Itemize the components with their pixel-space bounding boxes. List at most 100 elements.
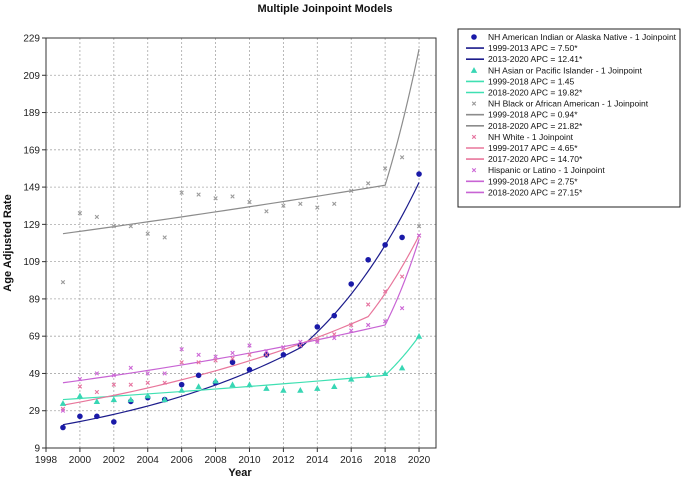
data-point-white (298, 343, 303, 348)
data-point-white (365, 302, 371, 307)
data-point-api (195, 383, 202, 390)
data-point-api (144, 392, 151, 399)
data-point-black (213, 196, 218, 201)
data-point-black (399, 155, 405, 160)
data-point-api (178, 387, 185, 393)
data-point-aian (382, 242, 388, 248)
data-point-hispanic (247, 343, 252, 348)
data-point-api (263, 385, 270, 391)
data-point-hispanic (230, 350, 235, 356)
y-tick-label: 29 (29, 406, 41, 417)
data-point-black (111, 224, 117, 229)
data-point-aian (246, 366, 253, 373)
legend-label: NH American Indian or Alaska Native - 1 … (488, 32, 677, 42)
data-point-black (332, 201, 337, 207)
data-point-black (77, 210, 83, 216)
data-point-aian (77, 413, 83, 420)
x-tick-label: 2014 (306, 455, 329, 466)
data-point-hispanic (77, 376, 83, 382)
axis-ticks: 9 29 49 69 89 109 129 149 169 189 209 229 1998 2000 20… (23, 34, 430, 467)
data-point-hispanic (349, 328, 354, 333)
data-point-api (76, 392, 84, 399)
data-point-aian (111, 419, 117, 425)
data-point-white (247, 352, 252, 358)
legend-label: 2018-2020 APC = 19.82* (488, 88, 583, 98)
data-point-api (246, 381, 253, 388)
fit-line-black (62, 49, 420, 235)
data-point-hispanic (399, 306, 405, 311)
data-point-hispanic (264, 348, 269, 354)
data-point-hispanic (111, 373, 117, 378)
data-point-aian (331, 312, 338, 319)
data-points (59, 155, 423, 431)
data-point-white (128, 382, 133, 387)
data-point-aian (416, 171, 422, 177)
data-point-white (196, 360, 201, 365)
data-point-white (264, 352, 269, 358)
legend: NH American Indian or Alaska Native - 1 … (457, 28, 681, 208)
data-point-api (398, 364, 406, 371)
data-point-aian (229, 359, 236, 366)
data-point-api (331, 383, 338, 390)
data-point-black (315, 205, 320, 210)
data-point-api (364, 372, 372, 378)
data-point-black (382, 166, 388, 171)
data-point-hispanic (416, 233, 422, 238)
data-point-white (94, 389, 100, 395)
data-point-api (127, 396, 134, 403)
legend-label: 2017-2020 APC = 14.70* (488, 154, 583, 164)
data-point-white (162, 380, 167, 385)
legend-marker (471, 134, 477, 140)
data-point-api (415, 332, 423, 339)
x-tick-label: 2008 (204, 455, 227, 466)
data-point-hispanic (332, 335, 337, 341)
legend-label: 1999-2018 APC = 2.75* (488, 176, 578, 186)
data-point-aian (195, 372, 202, 379)
legend-label: 2013-2020 APC = 12.41* (488, 54, 583, 64)
legend-label: 1999-2018 APC = 0.94* (488, 110, 578, 120)
data-point-aian (314, 324, 321, 330)
y-tick-label: 209 (23, 71, 40, 82)
data-point-api (59, 400, 67, 406)
x-tick-label: 2020 (408, 455, 431, 466)
x-tick-label: 2004 (137, 455, 160, 466)
y-axis-title: Age Adjusted Rate (2, 194, 14, 291)
data-point-api (348, 375, 355, 382)
chart-title: Multiple Joinpoint Models (257, 3, 392, 15)
data-point-white (332, 332, 337, 337)
data-point-api (297, 387, 304, 393)
legend-marker (470, 67, 478, 73)
legend-label: NH Black or African American - 1 Joinpoi… (488, 99, 649, 109)
data-point-black (128, 224, 133, 229)
data-point-aian (399, 234, 405, 241)
data-point-black (247, 199, 252, 205)
data-point-aian (365, 256, 371, 263)
y-tick-label: 69 (29, 332, 41, 343)
data-point-hispanic (162, 371, 167, 376)
fit-line-white (62, 235, 420, 406)
data-point-hispanic (196, 352, 201, 358)
data-point-black (94, 214, 100, 220)
data-point-hispanic (213, 354, 218, 359)
data-point-hispanic (315, 339, 320, 344)
data-point-white (349, 322, 354, 328)
data-point-hispanic (179, 347, 184, 352)
data-point-hispanic (145, 371, 150, 376)
data-point-hispanic (281, 345, 286, 350)
data-point-black (349, 188, 354, 194)
data-point-black (298, 201, 303, 207)
data-point-black (281, 203, 286, 208)
y-tick-label: 109 (23, 257, 40, 268)
data-point-white (145, 380, 150, 385)
legend-label: NH Asian or Pacific Islander - 1 Joinpoi… (488, 65, 643, 75)
data-point-api (229, 381, 236, 388)
data-point-hispanic (382, 319, 388, 324)
x-tick-label: 2018 (374, 455, 397, 466)
data-point-black (179, 190, 184, 195)
legend-marker (471, 168, 477, 173)
legend-marker (471, 34, 477, 40)
y-tick-label: 129 (23, 220, 40, 231)
y-tick-label: 229 (23, 34, 40, 45)
x-tick-label: 2000 (69, 455, 92, 466)
data-point-hispanic (365, 322, 371, 328)
